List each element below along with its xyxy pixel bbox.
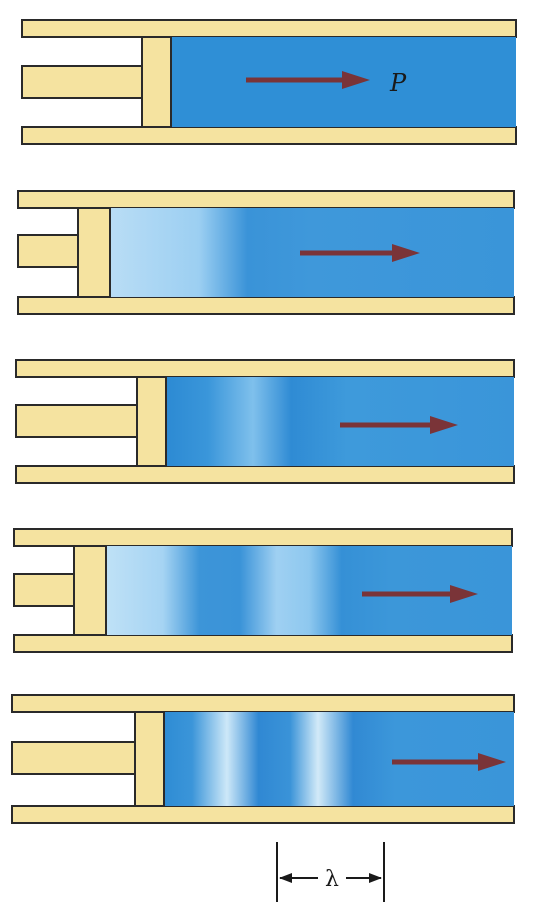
piston-rod <box>11 741 136 775</box>
air-column <box>166 377 514 466</box>
wave-direction-arrow <box>340 416 458 434</box>
tube-bottom-wall <box>21 126 517 145</box>
piston-rod <box>21 65 143 99</box>
wave-direction-arrow <box>362 585 478 603</box>
tube-panel-4 <box>13 528 513 653</box>
piston-rod <box>17 234 79 268</box>
pressure-label: P <box>389 69 407 97</box>
tube-top-wall <box>17 190 515 209</box>
wave-direction-arrow <box>246 71 370 89</box>
tube-top-wall <box>21 19 517 38</box>
tube-top-wall <box>11 694 515 713</box>
air-column <box>106 546 512 635</box>
piston-head <box>134 711 165 807</box>
wavelength-marker: λ <box>276 842 385 902</box>
piston-rod <box>15 404 138 438</box>
wave-direction-arrow <box>300 244 420 262</box>
wavelength-right-arrowhead <box>369 873 382 883</box>
tube-panel-2 <box>17 190 515 315</box>
piston-head <box>136 376 167 467</box>
tube-top-wall <box>13 528 513 547</box>
tube-bottom-wall <box>17 296 515 315</box>
tube-bottom-wall <box>15 465 515 484</box>
wavelength-label: λ <box>325 867 339 892</box>
tube-top-wall <box>15 359 515 378</box>
wave-direction-arrow <box>392 753 506 771</box>
wavelength-left-arrowhead <box>279 873 292 883</box>
air-column <box>164 712 514 806</box>
tube-bottom-wall <box>13 634 513 653</box>
piston-head <box>141 36 172 128</box>
tube-panel-5 <box>11 694 515 824</box>
tube-panel-1: P <box>21 19 517 145</box>
tube-panel-3 <box>15 359 515 484</box>
piston-head <box>73 545 107 636</box>
piston-rod <box>13 573 75 607</box>
piston-head <box>77 207 111 298</box>
tube-bottom-wall <box>11 805 515 824</box>
